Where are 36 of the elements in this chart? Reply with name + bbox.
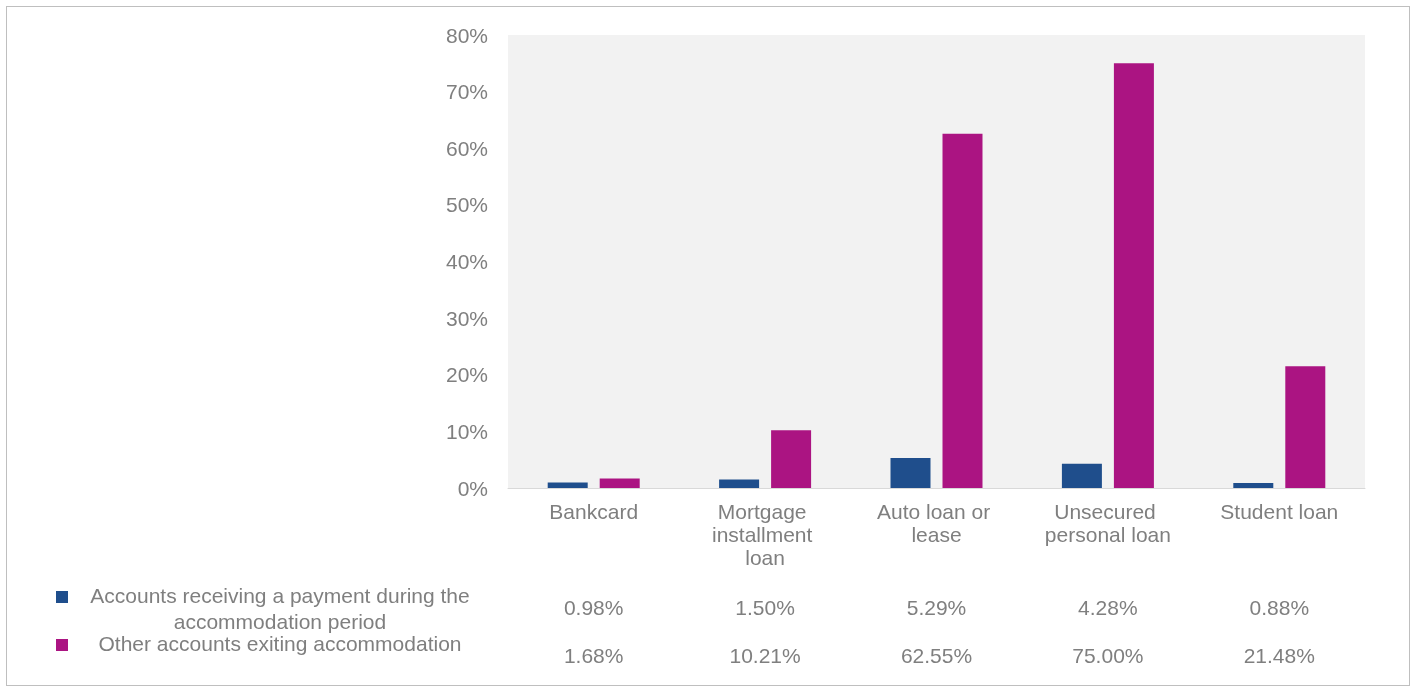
y-tick-label: 60% (445, 136, 488, 160)
y-tick-label: 40% (445, 250, 488, 273)
bar (1113, 63, 1154, 488)
bar (771, 430, 812, 488)
data-label: 10.21% (728, 644, 802, 668)
bar (599, 478, 640, 488)
y-tick-label: 70% (445, 80, 488, 104)
y-tick-label: 30% (445, 306, 488, 330)
data-label: 1.68% (562, 644, 625, 668)
y-tick-label: 10% (445, 419, 488, 443)
y-tick-label: 20% (445, 363, 488, 387)
bar (890, 458, 931, 488)
data-label: 5.29% (905, 596, 968, 620)
x-tick-label: Unsecured personal loan (1044, 500, 1171, 546)
data-label: 62.55% (899, 644, 974, 668)
y-tick-label: 50% (445, 193, 488, 217)
bar (1061, 463, 1102, 488)
bar (942, 133, 983, 488)
legend-label: Other accounts exiting accommodation (97, 632, 463, 657)
y-tick-label: 80% (445, 23, 488, 47)
x-tick-label: Mortgage installment loan (711, 500, 819, 569)
data-label: 21.48% (1242, 644, 1316, 668)
data-label: 4.28% (1077, 596, 1139, 620)
bar (719, 479, 760, 488)
bar (1285, 366, 1326, 488)
bar (547, 482, 588, 488)
data-label: 0.98% (562, 596, 625, 620)
bar (1233, 483, 1274, 488)
data-label: 75.00% (1071, 644, 1145, 668)
data-label: 0.88% (1248, 596, 1311, 620)
data-label: 1.50% (734, 596, 796, 620)
y-tick-label: 0% (457, 476, 488, 500)
x-tick-label: Student loan (1220, 500, 1339, 523)
legend-label: Accounts receiving a payment during the accommodation period (89, 583, 471, 635)
x-tick-label: Bankcard (549, 500, 639, 523)
x-tick-label: Auto loan or lease (876, 500, 997, 546)
